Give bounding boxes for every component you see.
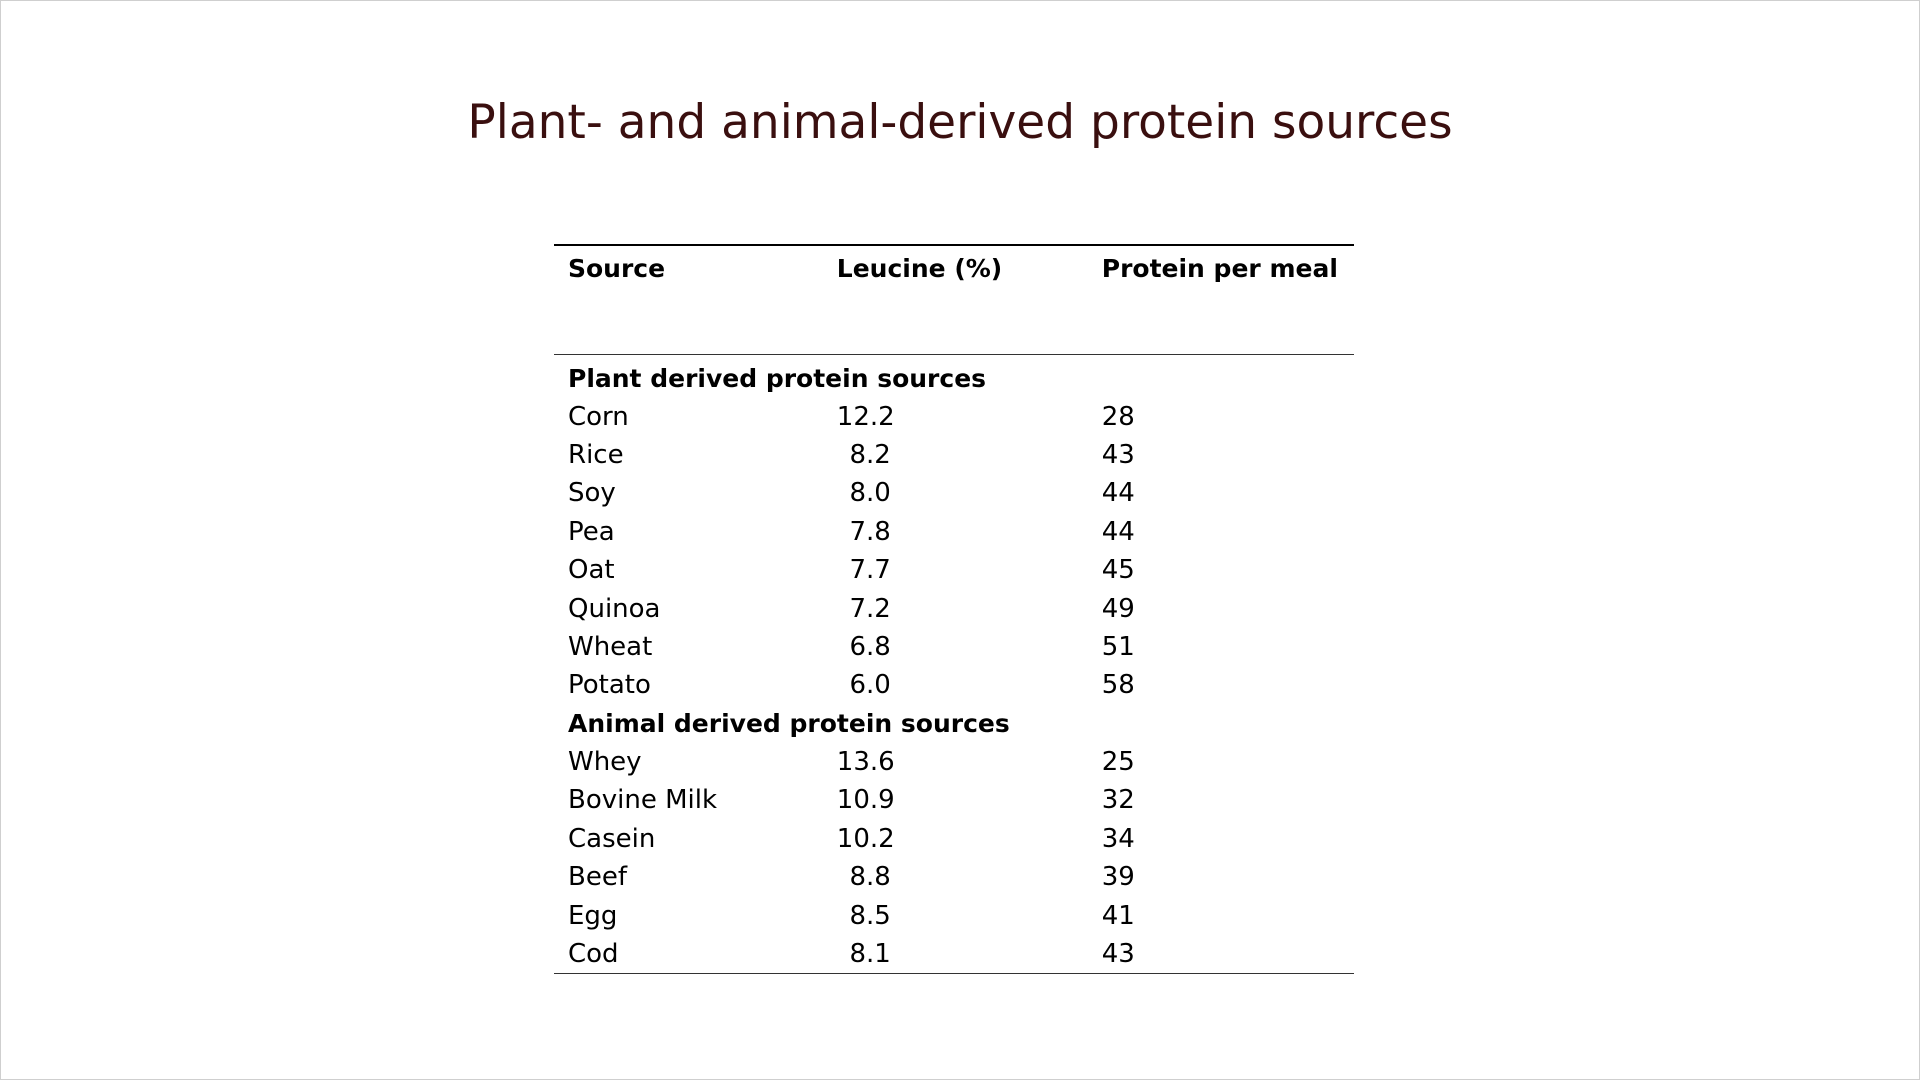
cell-leucine: 7.2 xyxy=(823,589,1088,627)
cell-leucine: 8.1 xyxy=(822,934,1088,975)
table-row: Pea 7.8 44 xyxy=(554,513,1354,551)
cell-leucine: 6.8 xyxy=(823,628,1088,666)
slide-title: Plant- and animal-derived protein source… xyxy=(467,95,1453,150)
cell-leucine: 7.8 xyxy=(823,513,1088,551)
cell-protein-per-meal: 51 xyxy=(1101,631,1135,662)
cell-protein-per-meal: 41 xyxy=(1101,900,1135,931)
cell-source: Oat xyxy=(568,555,615,586)
table-row: Potato 6.0 58 xyxy=(554,666,1354,704)
table-row: Whey 13.6 25 xyxy=(554,743,1354,781)
table-row: Wheat 6.8 51 xyxy=(554,628,1354,666)
leucine-value: 7.2 xyxy=(849,593,891,624)
cell-source: Quinoa xyxy=(568,593,661,624)
header-leucine: Leucine (%) xyxy=(822,244,1088,355)
leucine-value: 6.0 xyxy=(849,670,891,701)
cell-leucine: 10.2 xyxy=(823,820,1088,858)
cell-protein-per-meal: 43 xyxy=(1101,439,1135,470)
header-protein-per-meal: Protein per meal xyxy=(1087,244,1354,355)
leucine-value: 6.8 xyxy=(849,631,891,662)
section-row: Animal derived protein sources xyxy=(554,705,1354,743)
cell-protein-per-meal: 44 xyxy=(1101,516,1135,547)
table-row: Rice 8.2 43 xyxy=(554,436,1354,474)
table-row: Cod 8.1 43 xyxy=(554,934,1354,975)
cell-protein-per-meal: 39 xyxy=(1101,862,1135,893)
cell-leucine: 8.8 xyxy=(823,858,1088,896)
cell-source: Whey xyxy=(568,747,642,778)
cell-source: Egg xyxy=(568,900,618,931)
protein-table: Source Leucine (%) Protein per meal Plan… xyxy=(554,244,1354,975)
leucine-value: 8.0 xyxy=(849,478,891,509)
section-label: Animal derived protein sources xyxy=(568,709,1010,739)
cell-leucine: 8.5 xyxy=(823,896,1088,934)
leucine-value: 12.2 xyxy=(836,401,895,432)
cell-source: Potato xyxy=(568,670,651,701)
cell-source: Cod xyxy=(554,934,823,975)
leucine-value: 10.9 xyxy=(836,785,895,816)
table-row: Soy 8.0 44 xyxy=(554,474,1354,512)
cell-source: Wheat xyxy=(568,631,653,662)
table-row: Quinoa 7.2 49 xyxy=(554,589,1354,627)
cell-protein-per-meal: 25 xyxy=(1101,747,1135,778)
cell-source: Casein xyxy=(568,823,656,854)
cell-source: Soy xyxy=(568,478,616,509)
leucine-value: 13.6 xyxy=(836,747,895,778)
leucine-value: 7.8 xyxy=(849,516,891,547)
table-row: Bovine Milk 10.9 32 xyxy=(554,781,1354,819)
leucine-value: 8.2 xyxy=(849,439,891,470)
cell-source: Pea xyxy=(568,516,615,547)
cell-leucine: 10.9 xyxy=(823,781,1088,819)
table-row: Casein 10.2 34 xyxy=(554,820,1354,858)
table-row: Corn 12.2 28 xyxy=(554,397,1354,435)
cell-leucine: 8.0 xyxy=(823,474,1088,512)
cell-protein-per-meal: 45 xyxy=(1101,555,1135,586)
cell-protein-per-meal: 58 xyxy=(1101,670,1135,701)
cell-protein-per-meal: 49 xyxy=(1101,593,1135,624)
leucine-value: 8.5 xyxy=(849,900,891,931)
cell-source: Beef xyxy=(568,862,627,893)
cell-leucine: 8.2 xyxy=(823,436,1088,474)
table-row: Egg 8.5 41 xyxy=(554,896,1354,934)
cell-source: Corn xyxy=(568,401,629,432)
leucine-value: 10.2 xyxy=(836,823,895,854)
cell-leucine: 13.6 xyxy=(823,743,1088,781)
cell-protein-per-meal: 43 xyxy=(1087,934,1354,975)
cell-source: Rice xyxy=(568,439,624,470)
cell-protein-per-meal: 34 xyxy=(1101,823,1135,854)
cell-protein-per-meal: 32 xyxy=(1101,785,1135,816)
table-body: Plant derived protein sources Corn 12.2 28 R… xyxy=(554,355,1354,975)
leucine-value: 7.7 xyxy=(849,555,891,586)
table-header: Source Leucine (%) Protein per meal xyxy=(554,244,1354,355)
header-source: Source xyxy=(554,244,823,355)
header-row: Source Leucine (%) Protein per meal xyxy=(554,244,1354,355)
cell-leucine: 12.2 xyxy=(823,397,1088,435)
cell-protein-per-meal: 28 xyxy=(1101,401,1135,432)
section-label: Plant derived protein sources xyxy=(568,363,987,393)
table-row: Oat 7.7 45 xyxy=(554,551,1354,589)
leucine-value: 8.1 xyxy=(849,939,891,970)
section-row: Plant derived protein sources xyxy=(554,355,1354,398)
table-row: Beef 8.8 39 xyxy=(554,858,1354,896)
cell-protein-per-meal: 44 xyxy=(1101,478,1135,509)
cell-leucine: 6.0 xyxy=(823,666,1088,704)
leucine-value: 8.8 xyxy=(849,862,891,893)
cell-leucine: 7.7 xyxy=(823,551,1088,589)
cell-source: Bovine Milk xyxy=(568,785,718,816)
